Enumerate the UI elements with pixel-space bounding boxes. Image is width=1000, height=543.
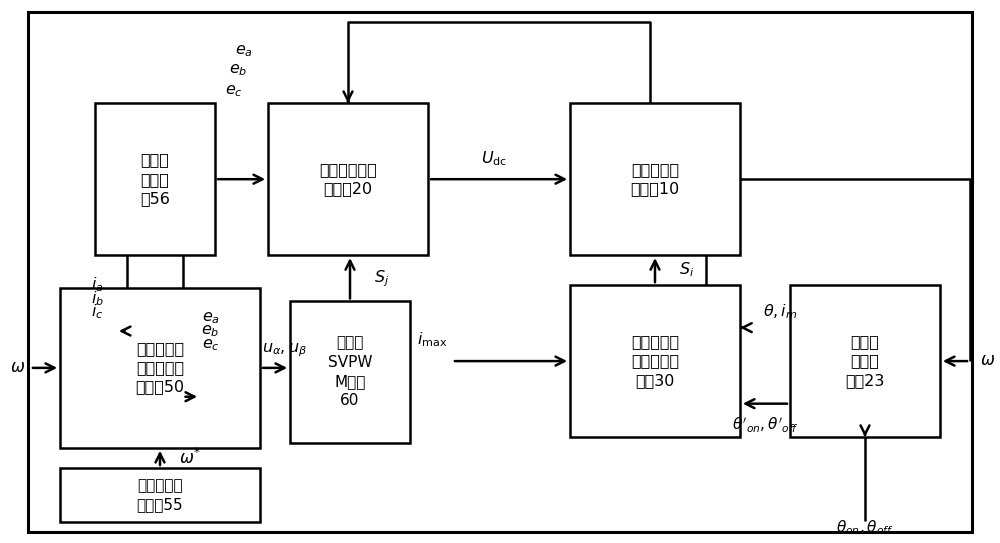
Text: $e_c$: $e_c$ [202, 337, 220, 353]
Text: $i_a$: $i_a$ [91, 276, 104, 294]
Text: $i_c$: $i_c$ [91, 303, 104, 321]
Text: 不对称
SVPW
M模块
60: 不对称 SVPW M模块 60 [328, 336, 372, 408]
Text: 三相交
流电模
块56: 三相交 流电模 块56 [140, 153, 170, 206]
Text: 两电平电压源
逆变器20: 两电平电压源 逆变器20 [319, 162, 377, 196]
Text: $\omega^{*}$: $\omega^{*}$ [179, 448, 201, 468]
Text: $U_{\mathrm{dc}}$: $U_{\mathrm{dc}}$ [481, 149, 507, 168]
Text: $i_{\mathrm{max}}$: $i_{\mathrm{max}}$ [417, 330, 447, 349]
Text: 开关磁阻电
机系统10: 开关磁阻电 机系统10 [630, 162, 680, 196]
Text: 带过流保护
的驱动控制
模块30: 带过流保护 的驱动控制 模块30 [631, 334, 679, 388]
Text: $\theta'_{on},\theta'_{off}$: $\theta'_{on},\theta'_{off}$ [732, 416, 798, 435]
Bar [268, 103, 428, 255]
Text: 导通脉
冲修正
模块23: 导通脉 冲修正 模块23 [845, 334, 885, 388]
Text: $u_{\alpha},u_{\beta}$: $u_{\alpha},u_{\beta}$ [262, 342, 308, 359]
Text: $e_a$: $e_a$ [235, 44, 252, 59]
Bar [95, 103, 215, 255]
Text: $e_b$: $e_b$ [201, 324, 220, 339]
Text: $i_b$: $i_b$ [91, 289, 104, 308]
Bar [290, 301, 410, 443]
Bar [60, 468, 260, 522]
Text: 参考速度给
定模块55: 参考速度给 定模块55 [137, 478, 183, 512]
Bar [570, 285, 740, 437]
Text: 无差拍预测
直接功率控
制系统50: 无差拍预测 直接功率控 制系统50 [135, 341, 185, 395]
Text: $\theta,i_m$: $\theta,i_m$ [763, 302, 797, 321]
Bar [790, 285, 940, 437]
Text: $S_j$: $S_j$ [374, 268, 390, 288]
Bar [60, 288, 260, 448]
Text: $e_a$: $e_a$ [202, 310, 220, 326]
Text: $\omega$: $\omega$ [980, 353, 995, 369]
Text: $\theta_{on},\theta_{off}$: $\theta_{on},\theta_{off}$ [836, 519, 894, 537]
Text: $S_i$: $S_i$ [679, 261, 695, 280]
Text: $\omega$: $\omega$ [10, 359, 26, 376]
Text: $e_b$: $e_b$ [229, 63, 248, 78]
Bar [570, 103, 740, 255]
Text: $e_c$: $e_c$ [225, 83, 242, 98]
